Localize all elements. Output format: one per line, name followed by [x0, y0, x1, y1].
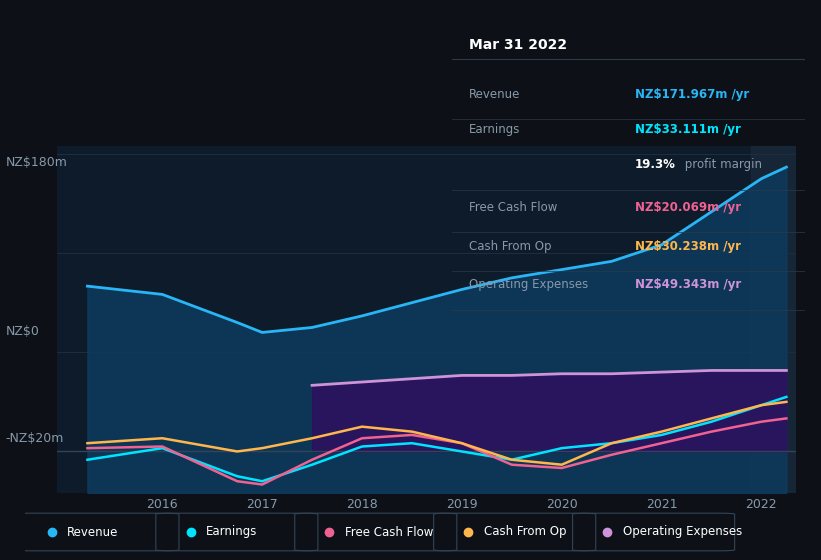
- Text: Operating Expenses: Operating Expenses: [470, 278, 589, 291]
- Text: profit margin: profit margin: [681, 158, 762, 171]
- Text: NZ$171.967m /yr: NZ$171.967m /yr: [635, 88, 750, 101]
- Text: Cash From Op: Cash From Op: [470, 240, 552, 253]
- Text: NZ$33.111m /yr: NZ$33.111m /yr: [635, 123, 741, 136]
- Text: Revenue: Revenue: [470, 88, 521, 101]
- Text: NZ$180m: NZ$180m: [6, 156, 67, 169]
- Text: Cash From Op: Cash From Op: [484, 525, 566, 539]
- Text: Earnings: Earnings: [470, 123, 521, 136]
- Text: Earnings: Earnings: [206, 525, 257, 539]
- Text: Operating Expenses: Operating Expenses: [623, 525, 742, 539]
- Text: 19.3%: 19.3%: [635, 158, 676, 171]
- Text: Free Cash Flow: Free Cash Flow: [345, 525, 433, 539]
- Text: NZ$49.343m /yr: NZ$49.343m /yr: [635, 278, 741, 291]
- Text: -NZ$20m: -NZ$20m: [6, 432, 64, 446]
- Text: Revenue: Revenue: [67, 525, 118, 539]
- Text: Mar 31 2022: Mar 31 2022: [470, 38, 567, 52]
- Text: NZ$0: NZ$0: [6, 325, 39, 338]
- Bar: [751, 146, 796, 493]
- Text: NZ$30.238m /yr: NZ$30.238m /yr: [635, 240, 741, 253]
- Text: NZ$20.069m /yr: NZ$20.069m /yr: [635, 201, 741, 214]
- Text: Free Cash Flow: Free Cash Flow: [470, 201, 557, 214]
